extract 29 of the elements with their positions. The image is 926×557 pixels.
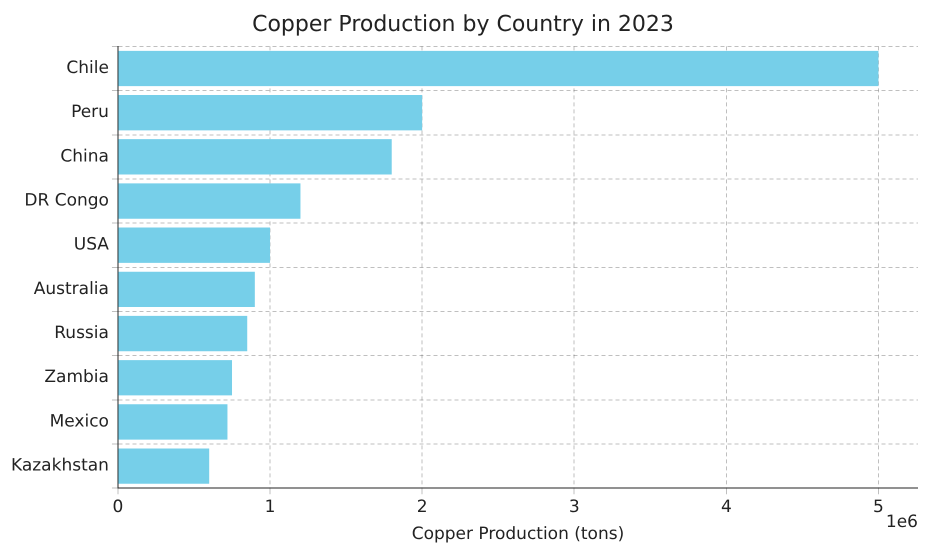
y-tick-label: USA bbox=[74, 234, 110, 255]
bar bbox=[118, 316, 248, 352]
bar bbox=[118, 404, 228, 440]
x-tick-label: 5 bbox=[873, 496, 884, 517]
y-tick-label: Australia bbox=[34, 278, 109, 299]
bar bbox=[118, 228, 270, 263]
bar bbox=[118, 183, 300, 219]
x-axis-title: Copper Production (tons) bbox=[412, 524, 624, 544]
chart-title: Copper Production by Country in 2023 bbox=[252, 12, 674, 37]
bar bbox=[118, 448, 210, 484]
text: 1e6 bbox=[886, 512, 918, 532]
y-tick-label: Peru bbox=[71, 102, 109, 122]
x-tick-label: 2 bbox=[416, 496, 428, 517]
x-tick-label: 4 bbox=[720, 496, 732, 517]
y-tick-label: Russia bbox=[54, 322, 109, 343]
y-tick-label: Zambia bbox=[44, 367, 109, 388]
y-tick-label: Chile bbox=[66, 58, 109, 78]
bar bbox=[118, 95, 422, 130]
x-tick-label: 0 bbox=[112, 496, 124, 517]
bar bbox=[118, 360, 232, 396]
bar bbox=[118, 50, 878, 86]
bar bbox=[118, 139, 392, 175]
y-tick-label: Mexico bbox=[50, 411, 109, 432]
bar bbox=[118, 272, 255, 308]
y-tick-label: China bbox=[60, 146, 109, 166]
x-tick-label: 3 bbox=[568, 496, 580, 517]
y-tick-label: DR Congo bbox=[24, 190, 109, 210]
x-tick-label: 1 bbox=[264, 496, 276, 517]
y-tick-label: Kazakhstan bbox=[10, 456, 109, 476]
